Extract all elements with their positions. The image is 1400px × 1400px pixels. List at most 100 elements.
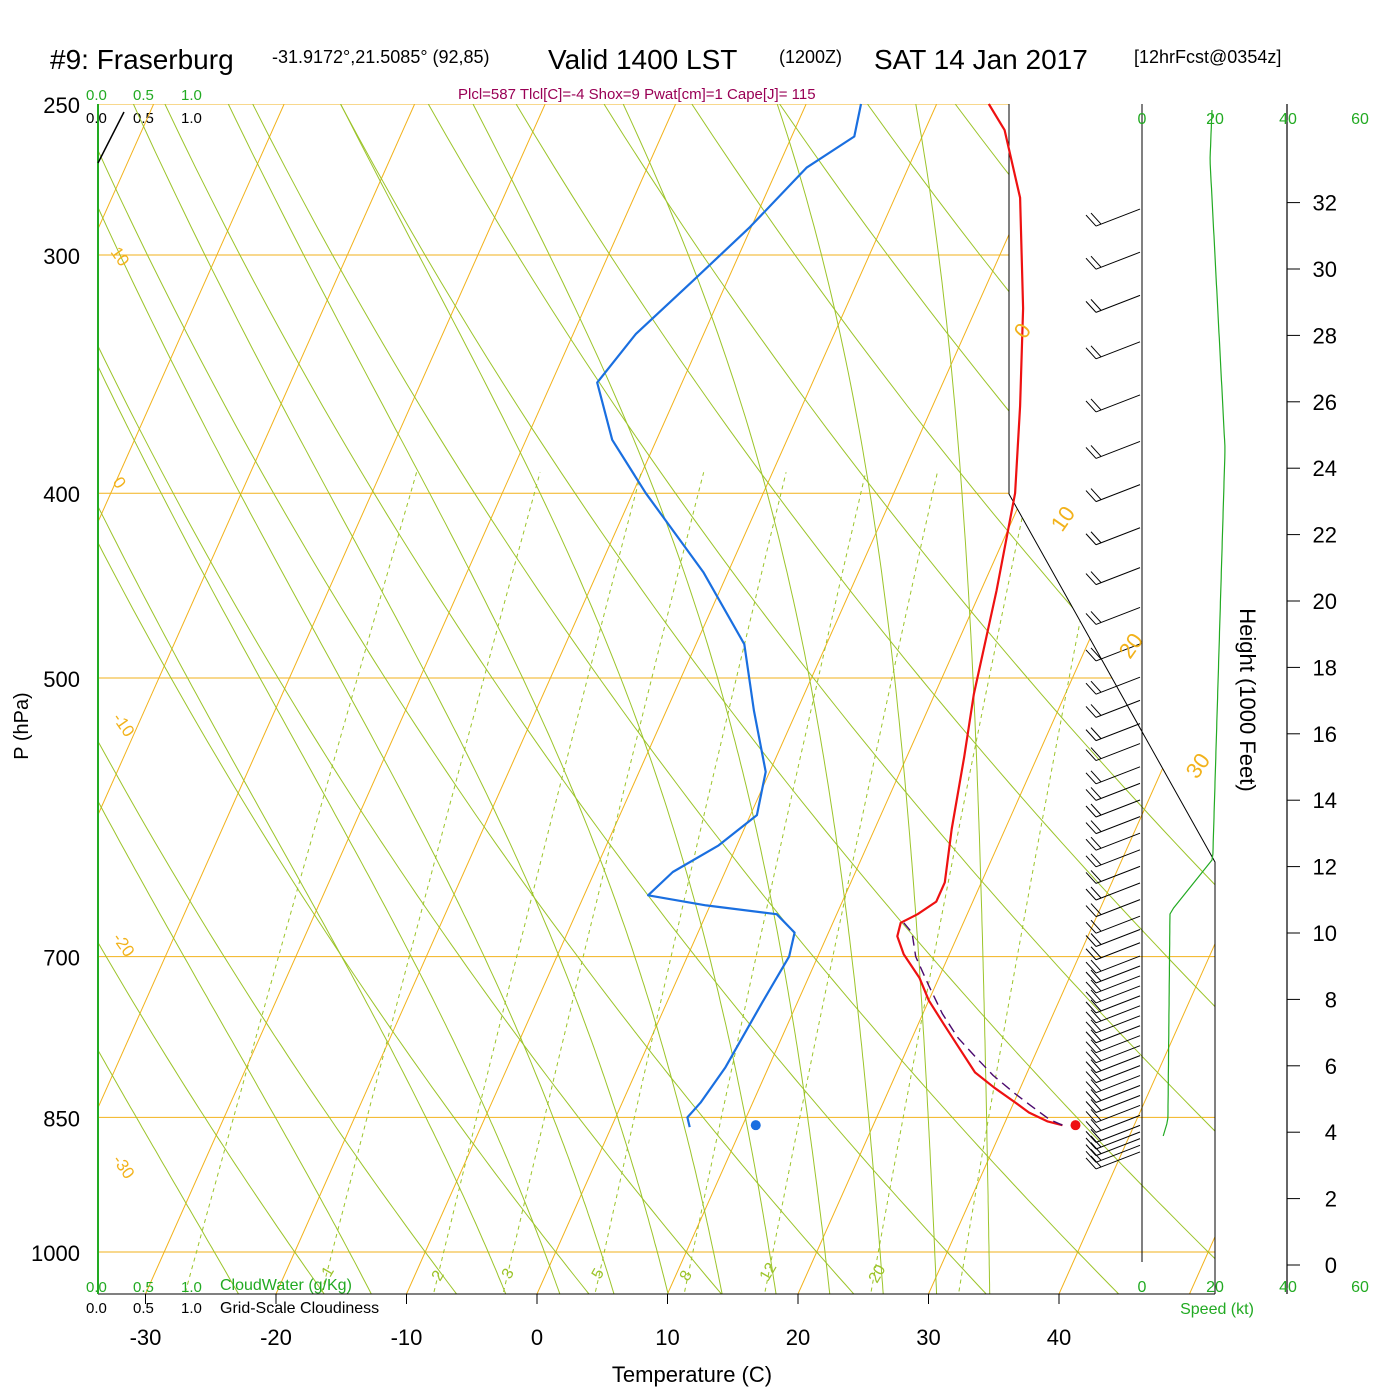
- wind-barb: [1085, 1131, 1141, 1150]
- dry-adiabat: [1364, 70, 1400, 1331]
- wind-barb: [1085, 1005, 1141, 1024]
- moist-adiabat: [606, 104, 887, 1294]
- moist-adiabat: [909, 104, 991, 1294]
- moist-adiabat: [323, 104, 782, 1294]
- moist-adiabat: [98, 104, 391, 1294]
- wind-barb: [1085, 832, 1141, 851]
- wind-barb: [1085, 965, 1141, 984]
- height-tick-label: 24: [1313, 456, 1337, 481]
- height-tick-label: 0: [1325, 1253, 1337, 1278]
- bottom-black-scale-1: 0.5: [133, 1300, 154, 1317]
- pressure-tick-label: 250: [43, 93, 80, 118]
- top-green-scale-0: 0.0: [86, 87, 107, 104]
- isotherm: [98, 104, 285, 1294]
- isotherm: [1320, 104, 1400, 1294]
- moist-adiabat: [211, 104, 730, 1294]
- dry-adiabat: [148, 104, 1022, 1294]
- speed-tick-label-top: 20: [1206, 111, 1224, 128]
- isotherm-label: 0: [109, 473, 130, 492]
- speed-tick-label-bottom: 40: [1279, 1279, 1297, 1296]
- wind-barb: [1085, 1124, 1141, 1143]
- isotherm: [536, 104, 1068, 1294]
- wind-barb: [1085, 723, 1141, 742]
- wind-barb: [1085, 1138, 1141, 1157]
- wind-barb: [1085, 440, 1141, 459]
- height-tick-label: 30: [1313, 257, 1337, 282]
- speed-tick-label-top: 60: [1351, 111, 1369, 128]
- wind-barb: [1085, 394, 1141, 413]
- parcel-profile: [901, 919, 1063, 1126]
- wind-barb: [1085, 899, 1141, 918]
- isotherm-label: 10: [107, 243, 133, 269]
- speed-axis-title: Speed (kt): [1180, 1301, 1254, 1318]
- wind-barb: [1085, 1065, 1141, 1084]
- thermo-grid: [98, 70, 1400, 1331]
- profiles: [596, 103, 1081, 1131]
- mixing-ratio-line: [424, 472, 642, 1294]
- sounding-indices: Plcl=587 Tlcl[C]=-4 Shox=9 Pwat[cm]=1 Ca…: [458, 86, 816, 103]
- mixing-ratio-label: 8: [677, 1268, 696, 1284]
- isotherm: [1189, 104, 1215, 1294]
- station-coords: -31.9172°,21.5085° (92,85): [272, 47, 490, 67]
- mixing-ratio-line: [311, 472, 541, 1294]
- utc-time: (1200Z): [779, 47, 842, 67]
- wind-barb: [1085, 985, 1141, 1004]
- pressure-tick-label: 700: [43, 946, 80, 971]
- temperature-tick-label: 30: [916, 1325, 940, 1350]
- dewpoint-profile: [596, 103, 863, 1128]
- wind-barb: [1085, 995, 1141, 1014]
- isotherm: [275, 104, 807, 1294]
- wind-barb: [1085, 1095, 1141, 1113]
- bottom-green-scale-0: 0.0: [86, 1279, 107, 1296]
- wind-barb: [1085, 1104, 1141, 1123]
- wind-barb: [1085, 1151, 1141, 1170]
- isotherm-label: -10: [109, 709, 139, 740]
- mixing-ratio-line: [174, 472, 418, 1294]
- cloudwater-label: CloudWater (g/Kg): [220, 1277, 352, 1294]
- wind-barb: [1085, 1015, 1141, 1034]
- wind-barb: [1085, 865, 1141, 884]
- moist-adiabat: [765, 104, 939, 1294]
- mixing-ratio-label: 20: [866, 1262, 890, 1286]
- height-tick-label: 4: [1325, 1120, 1337, 1145]
- dry-adiabat: [98, 104, 754, 1294]
- height-tick-label: 20: [1313, 589, 1337, 614]
- wind-barb: [1085, 849, 1141, 868]
- pressure-tick-label: 850: [43, 1106, 80, 1131]
- isotherm: [98, 104, 416, 1294]
- height-tick-label: 8: [1325, 987, 1337, 1012]
- wind-barb: [1085, 882, 1141, 901]
- valid-date: SAT 14 Jan 2017: [874, 44, 1088, 75]
- temperature-profile: [896, 103, 1063, 1127]
- wind-barb: [1085, 1035, 1141, 1054]
- wind-barbs: [1085, 109, 1226, 1170]
- mixing-ratio-label: 12: [757, 1260, 781, 1284]
- isotherm-label: 30: [1181, 748, 1216, 782]
- station-title: #9: Fraserburg: [50, 44, 234, 75]
- dry-adiabat: [669, 104, 1215, 1294]
- dry-adiabat: [409, 104, 1215, 1294]
- height-tick-label: 14: [1313, 788, 1337, 813]
- mixing-ratio-label: 5: [589, 1266, 608, 1282]
- height-tick-label: 12: [1313, 855, 1337, 880]
- height-tick-label: 32: [1313, 191, 1337, 216]
- wind-barb: [1085, 294, 1141, 313]
- isotherm: [145, 104, 677, 1294]
- wind-barb: [1085, 1085, 1141, 1103]
- wind-barb: [1085, 942, 1141, 961]
- surface-dewpoint-marker: [750, 1120, 761, 1131]
- wind-speed-profile: [1162, 109, 1226, 1137]
- isotherm: [797, 104, 1215, 1294]
- wind-barb: [1085, 208, 1141, 227]
- height-tick-label: 18: [1313, 655, 1337, 680]
- wind-barb: [1085, 341, 1141, 360]
- wind-barb: [1085, 782, 1141, 801]
- height-tick-label: 22: [1313, 523, 1337, 548]
- mixing-ratio-line: [756, 472, 938, 1294]
- wind-barb: [1085, 1075, 1141, 1094]
- speed-tick-label-top: 40: [1279, 111, 1297, 128]
- wind-barb: [1085, 484, 1141, 503]
- isotherm-label: -20: [109, 929, 139, 960]
- bottom-black-scale-0: 0.0: [86, 1300, 107, 1317]
